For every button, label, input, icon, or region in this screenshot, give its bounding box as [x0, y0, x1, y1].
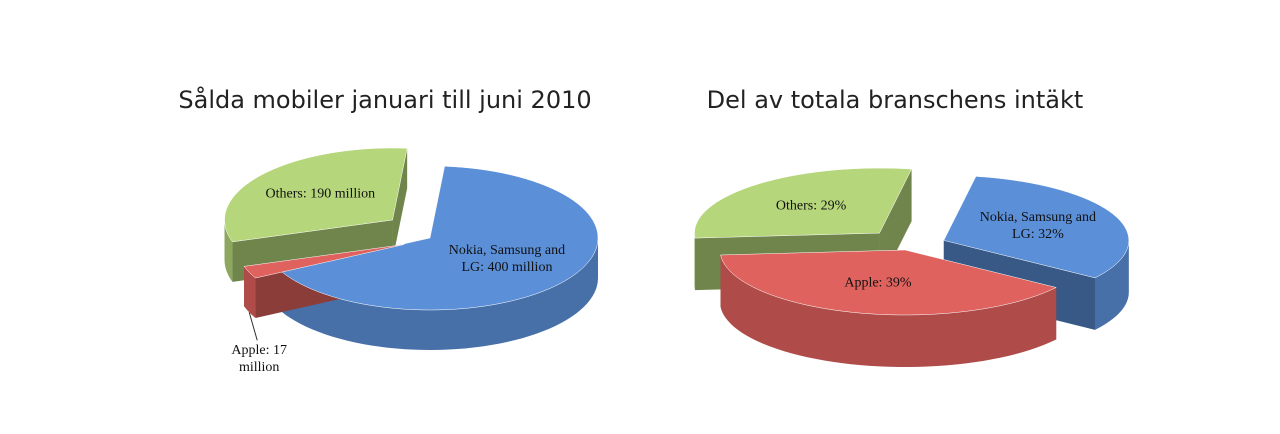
leader-line — [248, 312, 258, 341]
slice-wall — [694, 233, 696, 291]
data-label: Nokia, Samsung and LG: 32% — [979, 209, 1097, 242]
slice — [243, 244, 405, 279]
slice — [224, 147, 408, 243]
chart-title: Del av totala branschens intäkt — [706, 86, 1084, 114]
data-label: Others: 190 million — [265, 186, 376, 202]
data-label: Apple: 39% — [844, 276, 912, 292]
slice-wall — [281, 238, 598, 350]
slice — [720, 249, 1057, 316]
slice-side — [392, 148, 408, 261]
chart-title: Sålda mobiler januari till juni 2010 — [178, 86, 592, 114]
data-label: Apple: 17 million — [231, 343, 287, 376]
data-label: Others: 29% — [775, 198, 847, 214]
slice-wall — [224, 220, 233, 282]
slice-wall — [244, 266, 256, 319]
slice — [280, 166, 599, 311]
slice-wall — [1095, 240, 1129, 330]
data-label: Nokia, Samsung and LG: 400 million — [448, 243, 566, 275]
slice — [694, 167, 912, 239]
slice — [943, 176, 1130, 279]
slice-wall — [720, 254, 1057, 367]
